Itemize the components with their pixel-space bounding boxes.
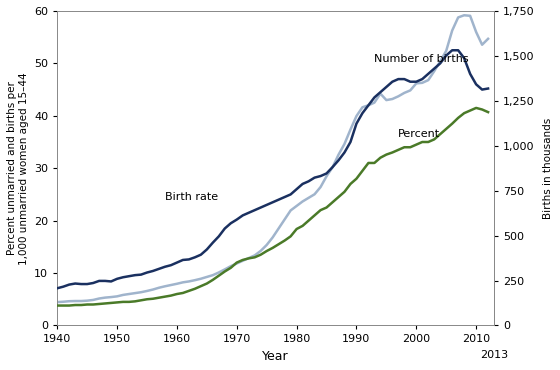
Y-axis label: Births in thousands: Births in thousands [543,118,553,219]
Text: Birth rate: Birth rate [165,192,218,202]
Y-axis label: Percent unmarried and births per
1,000 unmarried women aged 15–44: Percent unmarried and births per 1,000 u… [7,72,29,265]
Text: Percent: Percent [398,130,441,139]
Text: Number of births: Number of births [375,54,469,64]
Text: 2013: 2013 [480,350,508,360]
X-axis label: Year: Year [262,350,289,363]
